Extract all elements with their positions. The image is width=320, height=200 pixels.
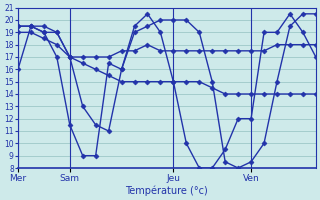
X-axis label: Température (°c): Température (°c): [125, 185, 208, 196]
